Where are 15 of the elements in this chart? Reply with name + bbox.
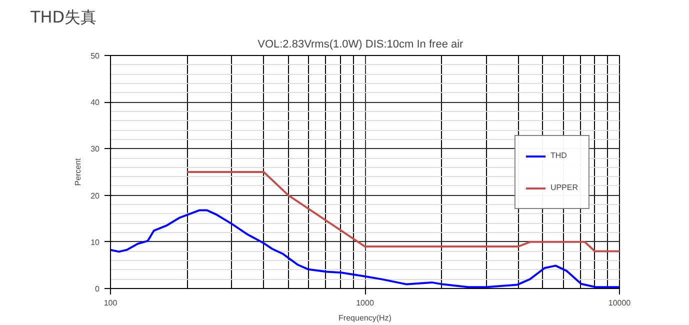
x-tick-label: 100	[104, 298, 118, 308]
x-tick-label: 1000	[356, 298, 374, 308]
y-tick-label: 10	[90, 238, 100, 247]
x-axis-title: Frequency(Hz)	[338, 314, 392, 322]
y-tick-label: 20	[90, 191, 100, 200]
chart-title: THD失真	[30, 8, 97, 26]
y-tick-label: 50	[90, 52, 100, 60]
y-tick-label: 30	[90, 144, 100, 154]
y-axis-title: Percent	[74, 157, 83, 186]
legend-label: THD	[550, 151, 568, 160]
chart-subtitle: VOL:2.83Vrms(1.0W) DIS:10cm In free air	[258, 38, 464, 50]
legend-label: UPPER	[550, 183, 578, 192]
x-tick-label: 10000	[608, 298, 632, 308]
y-tick-label: 40	[90, 98, 100, 108]
y-tick-label: 0	[95, 284, 100, 294]
